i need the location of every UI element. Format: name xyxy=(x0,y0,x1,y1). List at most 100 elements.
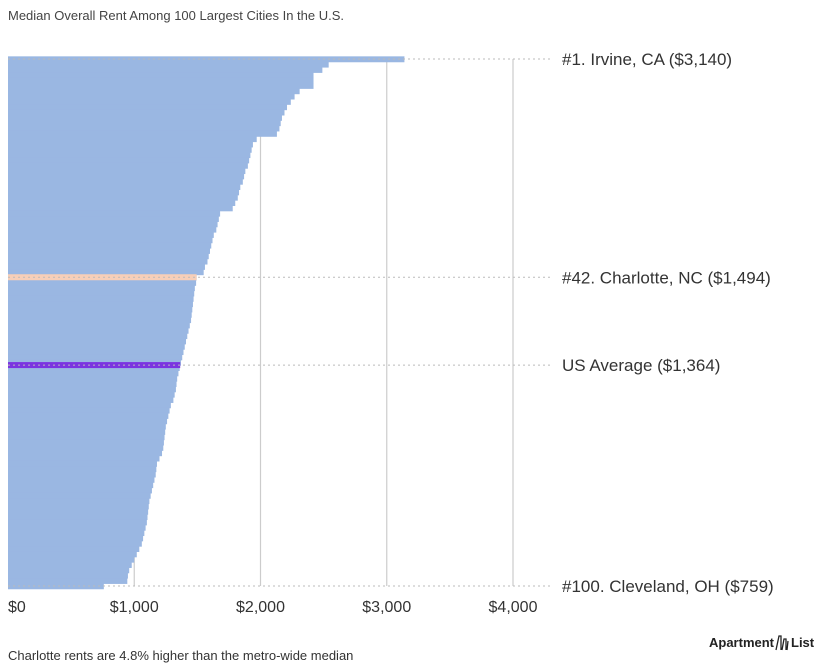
bar-32 xyxy=(8,221,218,228)
bar-67 xyxy=(8,407,170,414)
bar-91 xyxy=(8,535,144,542)
bar-98 xyxy=(8,572,128,579)
highlight-group: #1. Irvine, CA ($3,140) #42. Charlotte, N… xyxy=(8,50,774,596)
bar-63 xyxy=(8,386,176,393)
bar-8 xyxy=(8,93,295,100)
bar-18 xyxy=(8,146,252,153)
logo-text-left: Apartment xyxy=(709,635,775,650)
x-tick-label-0: $0 xyxy=(8,599,26,616)
annotation-4: #100. Cleveland, OH ($759) xyxy=(562,577,774,596)
footnote: Charlotte rents are 4.8% higher than the… xyxy=(8,648,354,663)
bar-43 xyxy=(8,279,197,286)
bar-48 xyxy=(8,306,193,313)
bar-13 xyxy=(8,120,281,127)
bar-1 xyxy=(8,56,405,63)
bar-53 xyxy=(8,333,188,340)
bar-2 xyxy=(8,61,329,68)
bar-3 xyxy=(8,66,323,73)
bar-90 xyxy=(8,530,145,537)
chart-title: Median Overall Rent Among 100 Largest Ci… xyxy=(8,8,345,23)
x-axis-ticks: $0 $1,000 $2,000 $3,000 $4,000 xyxy=(8,599,538,616)
bar-36 xyxy=(8,242,212,249)
bar-62 xyxy=(8,381,177,387)
bar-87 xyxy=(8,514,148,521)
bar-66 xyxy=(8,402,171,409)
bar-69 xyxy=(8,418,168,425)
bar-78 xyxy=(8,466,157,473)
bar-20 xyxy=(8,157,250,164)
bar-100 xyxy=(8,583,104,590)
x-tick-label-2000: $2,000 xyxy=(236,599,285,616)
bar-92 xyxy=(8,540,142,547)
bar-93 xyxy=(8,546,140,552)
logo-text-right: List xyxy=(791,635,815,650)
bar-35 xyxy=(8,237,213,244)
bar-19 xyxy=(8,152,251,159)
bar-31 xyxy=(8,216,219,222)
bar-33 xyxy=(8,226,217,233)
annotation-1: #1. Irvine, CA ($3,140) xyxy=(562,50,732,69)
x-tick-label-1000: $1,000 xyxy=(110,599,159,616)
bar-73 xyxy=(8,439,164,446)
bar-71 xyxy=(8,428,166,435)
bar-38 xyxy=(8,253,209,260)
bar-80 xyxy=(8,476,155,483)
bar-12 xyxy=(8,114,282,121)
bar-94 xyxy=(8,551,137,558)
bar-41 xyxy=(8,269,204,276)
bar-17 xyxy=(8,141,253,148)
bar-75 xyxy=(8,450,163,457)
bar-65 xyxy=(8,397,174,403)
bar-49 xyxy=(8,311,192,318)
bar-52 xyxy=(8,327,189,334)
bar-82 xyxy=(8,487,152,494)
bar-4 xyxy=(8,72,314,79)
bar-10 xyxy=(8,104,288,111)
bar-28 xyxy=(8,200,236,206)
bar-14 xyxy=(8,125,280,132)
bar-79 xyxy=(8,471,156,478)
bar-34 xyxy=(8,232,214,238)
bar-68 xyxy=(8,412,169,419)
bar-29 xyxy=(8,205,233,212)
bar-22 xyxy=(8,168,246,175)
bar-16 xyxy=(8,136,257,143)
bar-61 xyxy=(8,375,178,382)
bar-24 xyxy=(8,178,243,185)
bar-37 xyxy=(8,247,210,254)
bar-96 xyxy=(8,562,132,568)
bar-7 xyxy=(8,88,300,95)
bar-72 xyxy=(8,434,165,441)
bar-21 xyxy=(8,162,248,169)
bar-50 xyxy=(8,317,192,324)
building-icon xyxy=(775,635,789,651)
bar-15 xyxy=(8,130,277,137)
annotation-3: US Average ($1,364) xyxy=(562,356,720,375)
bar-70 xyxy=(8,423,166,430)
bar-97 xyxy=(8,567,130,574)
bar-64 xyxy=(8,391,175,398)
bar-86 xyxy=(8,508,149,515)
bar-77 xyxy=(8,460,157,467)
bar-85 xyxy=(8,503,149,510)
bar-25 xyxy=(8,184,241,191)
bar-39 xyxy=(8,258,208,265)
bar-26 xyxy=(8,189,240,196)
bar-44 xyxy=(8,285,195,292)
bar-95 xyxy=(8,556,135,563)
bar-46 xyxy=(8,295,194,302)
bar-60 xyxy=(8,370,179,377)
bar-54 xyxy=(8,338,187,345)
x-tick-label-3000: $3,000 xyxy=(362,599,411,616)
bar-51 xyxy=(8,322,190,329)
bar-57 xyxy=(8,354,183,361)
bar-76 xyxy=(8,455,160,462)
bar-56 xyxy=(8,349,184,356)
bar-45 xyxy=(8,290,195,297)
bar-47 xyxy=(8,301,193,308)
bar-88 xyxy=(8,519,147,526)
apartment-list-logo: Apartment List xyxy=(709,635,815,651)
bar-9 xyxy=(8,98,291,105)
x-tick-label-4000: $4,000 xyxy=(489,599,538,616)
